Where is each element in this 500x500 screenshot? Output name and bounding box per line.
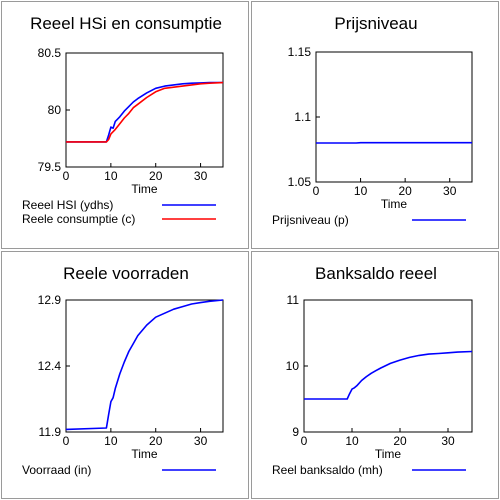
x-tick-label: 0	[63, 434, 70, 448]
x-tick-label: 10	[104, 434, 118, 448]
x-axis-label: Time	[375, 447, 402, 461]
x-tick-label: 20	[149, 169, 163, 183]
y-tick-label: 80.5	[38, 46, 62, 60]
legend-label: Reeel HSI (ydhs)	[22, 198, 113, 212]
x-tick-label: 10	[354, 184, 368, 198]
chart-title: Banksaldo reeel	[315, 264, 437, 283]
plot-frame	[315, 51, 473, 183]
series-line	[66, 81, 224, 143]
series-line	[66, 81, 223, 143]
y-tick-label: 11.9	[39, 425, 62, 439]
y-tick-label: 1.05	[288, 175, 312, 189]
chart-svg: Reele voorraden 11.9 12.4 12.9 0 10 20 30 Time Vo…	[22, 264, 224, 477]
chart-svg: Prijsniveau 1.05 1.1 1.15 0 10 20 30 Time Prijsni…	[272, 14, 473, 227]
y-tick-label: 1.1	[294, 110, 311, 124]
plot-frame	[303, 299, 473, 433]
plot-frame	[65, 52, 224, 168]
chart-title: Prijsniveau	[334, 14, 417, 33]
y-tick-label: 12.4	[38, 359, 62, 373]
legend-label: Reel banksaldo (mh)	[272, 463, 383, 477]
chart-title: Reeel HSi en consumptie	[30, 14, 222, 33]
x-tick-label: 30	[194, 169, 208, 183]
y-tick-label: 79.5	[38, 160, 62, 174]
x-tick-label: 0	[313, 184, 320, 198]
x-tick-label: 10	[345, 434, 359, 448]
plot-frame	[65, 299, 224, 433]
x-tick-label: 20	[398, 184, 412, 198]
x-tick-label: 30	[443, 184, 457, 198]
x-tick-label: 30	[441, 434, 455, 448]
x-tick-label: 10	[104, 169, 118, 183]
x-axis-label: Time	[131, 447, 158, 461]
x-tick-label: 20	[393, 434, 407, 448]
y-tick-label: 9	[292, 425, 299, 439]
series-line	[65, 299, 224, 431]
legend-label: Reele consumptie (c)	[22, 212, 135, 226]
chart-panel-prijsniveau: Prijsniveau 1.05 1.1 1.15 0 10 20 30 Time Prijsni…	[251, 1, 499, 249]
x-tick-label: 20	[149, 434, 163, 448]
x-axis-label: Time	[381, 197, 408, 211]
chart-title: Reele voorraden	[63, 264, 189, 283]
chart-panel-voorraden: Reele voorraden 11.9 12.4 12.9 0 10 20 30 Time Vo…	[1, 251, 249, 499]
y-tick-label: 1.15	[288, 45, 312, 59]
x-axis-label: Time	[131, 182, 158, 196]
x-tick-label: 30	[194, 434, 208, 448]
chart-panel-banksaldo: Banksaldo reeel 9 10 11 0 10 20 30 Time Reel bank…	[251, 251, 499, 499]
x-tick-label: 0	[63, 169, 70, 183]
legend-label: Prijsniveau (p)	[272, 213, 349, 227]
chart-svg: Reeel HSi en consumptie 79.5 80 80.5 0 10 20 30…	[22, 14, 224, 226]
chart-svg: Banksaldo reeel 9 10 11 0 10 20 30 Time Reel bank…	[272, 264, 473, 477]
y-tick-label: 80	[48, 103, 62, 117]
x-tick-label: 0	[301, 434, 308, 448]
legend-label: Voorraad (in)	[22, 463, 91, 477]
series-line	[304, 350, 473, 400]
chart-panel-hsi-consumptie: Reeel HSi en consumptie 79.5 80 80.5 0 10 20 30…	[1, 1, 249, 249]
y-tick-label: 11	[287, 293, 300, 307]
y-tick-label: 10	[286, 359, 300, 373]
y-tick-label: 12.9	[38, 293, 62, 307]
